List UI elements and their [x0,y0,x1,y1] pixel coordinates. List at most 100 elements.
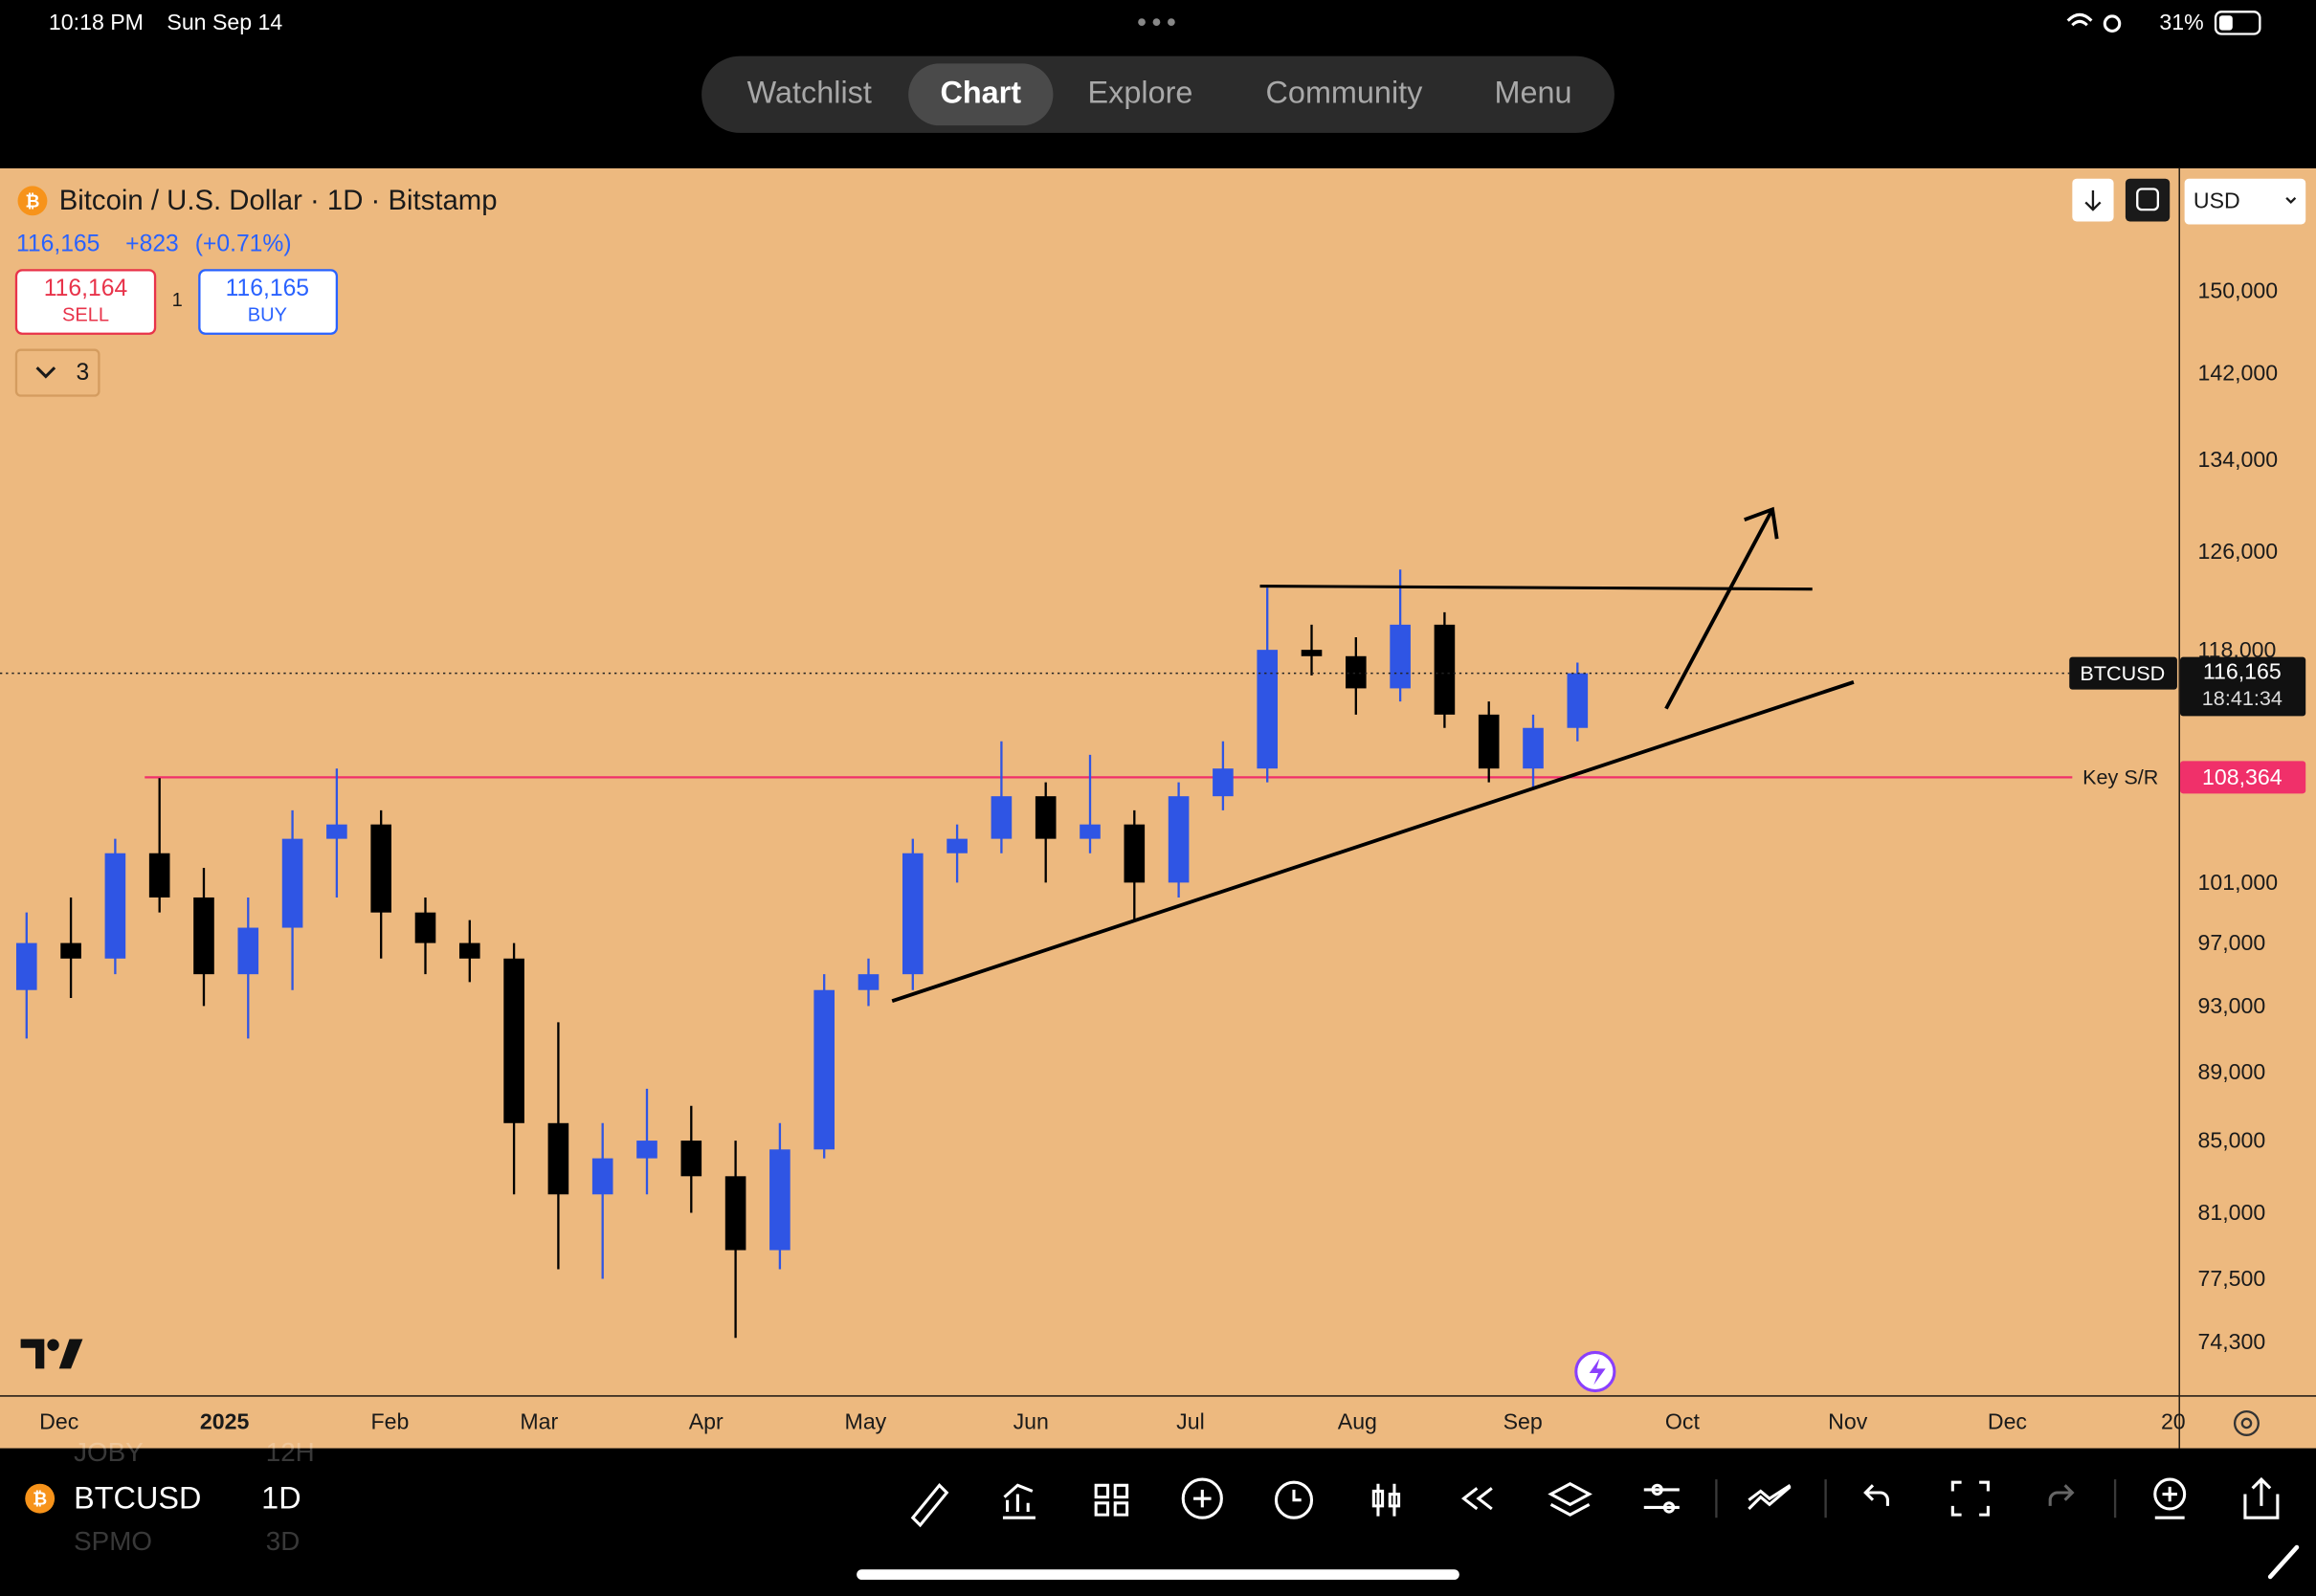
fullscreen-button[interactable] [2125,178,2171,222]
y-tick-label: 97,000 [2198,930,2266,955]
bitcoin-glyph: ₿ [25,190,39,211]
sell-button[interactable] [14,269,157,335]
tab[interactable]: Community [1266,75,1424,109]
x-tick-label: Sep [1503,1409,1543,1434]
battery-icon [2214,11,2261,35]
candle-body [60,942,81,959]
candle-body [1257,650,1279,769]
undo-icon[interactable] [1863,1484,1889,1506]
candles-icon[interactable] [1371,1483,1401,1517]
tab-selected [908,63,1054,126]
candle-body [813,989,835,1150]
x-tick-label: May [845,1409,887,1434]
candle-body [104,853,126,959]
fullscreen-icon[interactable] [1950,1480,1990,1517]
candle-body [237,927,259,975]
candle-body [1523,727,1544,769]
tab[interactable]: Watchlist [747,75,872,109]
sell-price: 116,164 [44,276,127,301]
tradingview-logo [20,1339,83,1369]
bitcoin-glyph: ₿ [33,1489,47,1509]
y-tick-label: 126,000 [2198,539,2279,564]
candle-body [1035,796,1057,839]
alert-icon[interactable] [1274,1480,1314,1519]
home-indicator [857,1569,1459,1581]
layout-icon[interactable] [1094,1483,1129,1517]
y-tick-label: 134,000 [2198,447,2279,472]
candle-body [1168,796,1190,883]
down-arrow-icon [2084,190,2102,211]
tab[interactable]: Menu [1494,75,1571,109]
lightning-icon [1589,1358,1606,1385]
candle-body [458,942,480,959]
layers-icon[interactable] [1548,1481,1592,1517]
select-chevron [2285,196,2297,205]
last-price-box [2180,656,2306,717]
indicators-icon[interactable] [1002,1483,1036,1519]
redo-icon[interactable] [2048,1484,2075,1506]
candle-body [414,912,436,943]
y-tick-label: 93,000 [2198,993,2266,1018]
arrow-head [1744,506,1779,540]
x-tick-label: Jul [1176,1409,1205,1434]
compare-icon[interactable] [1748,1483,1792,1511]
quote-change: +823 [125,232,179,257]
symbol-title[interactable]: Bitcoin / U.S. Dollar · 1D · Bitstamp [59,185,498,216]
indicators-count: 3 [77,360,90,386]
add-icon[interactable] [1181,1477,1223,1519]
candle-body [370,824,391,913]
x-tick-label: Jun [1013,1409,1049,1434]
axis-settings-icon[interactable] [2233,1409,2260,1436]
tab[interactable]: Chart [940,75,1021,109]
replay-icon[interactable] [1460,1487,1493,1511]
wifi-icon [2066,12,2093,27]
chart-background [0,167,2316,1449]
candle-body [1567,673,1589,728]
watchlist-add-icon[interactable] [2153,1477,2187,1511]
x-tick-label: Mar [520,1409,558,1434]
plot [0,569,2073,1339]
x-tick-label: 20 [2161,1409,2186,1434]
ghost-symbol: JOBY [74,1437,144,1467]
y-tick-label: 74,300 [2198,1329,2266,1354]
tab[interactable]: Explore [1088,75,1193,109]
status-time: 10:18 PM [49,10,144,34]
pencil-icon [2267,1544,2300,1580]
candle-body [1124,824,1146,883]
chevron-icon [35,366,56,379]
x-tick-label: Dec [1988,1409,2027,1434]
arrow-drawing [1664,508,1774,710]
bitcoin-icon [25,1483,56,1514]
buy-price: 116,165 [226,276,309,301]
candle-body [503,958,524,1123]
indicators-toggle[interactable] [14,348,100,397]
sell-label: SELL [62,305,109,326]
y-tick-label: 77,500 [2198,1266,2266,1291]
currency: USD [2194,188,2240,213]
candle-body [857,974,880,990]
quote-change-pct: (+0.71%) [195,232,292,257]
status-date: Sun Sep 14 [167,10,282,34]
candle-body [547,1122,569,1195]
draw-icon[interactable] [910,1482,949,1528]
y-tick-label: 81,000 [2198,1200,2266,1225]
share-icon[interactable] [2243,1476,2280,1519]
y-tick-label: 142,000 [2198,360,2279,385]
toolbar-symbol[interactable]: BTCUSD [74,1480,201,1515]
candle-body [1346,655,1367,689]
candle-body [1213,768,1234,797]
candle-body [1390,624,1411,689]
buy-button[interactable] [198,269,339,335]
currency-select[interactable] [2184,178,2306,225]
candle-body [193,897,214,975]
multitask-dots [1138,18,1175,27]
bitcoin-icon [17,186,48,216]
y-tick-label: 85,000 [2198,1128,2266,1153]
candle-body [946,838,968,853]
toolbar-separators [1715,1479,2117,1518]
toolbar-interval[interactable]: 1D [261,1480,301,1515]
countdown: 18:41:34 [2202,686,2283,710]
x-tick-label: Aug [1338,1409,1377,1434]
candle-body [636,1141,657,1159]
